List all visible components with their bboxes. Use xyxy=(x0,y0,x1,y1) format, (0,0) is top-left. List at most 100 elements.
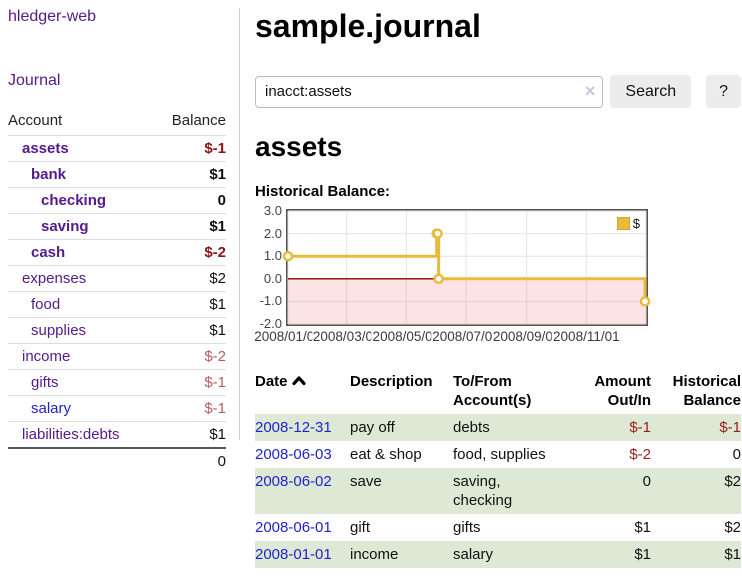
register-header-description: Description xyxy=(350,373,433,390)
accounts-total: 0 xyxy=(8,447,226,474)
account-row-salary: salary $-1 xyxy=(8,395,226,421)
chart-x-axis: 2008/01/01 2008/03/01 2008/05/01 2008/07/01… xyxy=(253,329,655,347)
legend-label: $ xyxy=(632,216,640,231)
transaction-balance: $2 xyxy=(724,473,741,490)
register-table: Date Description To/From Account(s) Amou… xyxy=(255,368,741,568)
register-header-balance: Historical Balance xyxy=(672,373,741,409)
account-link[interactable]: expenses xyxy=(22,270,87,287)
transaction-balance: $2 xyxy=(724,519,741,536)
x-axis-tick-label: 2008/03/01 xyxy=(311,329,382,344)
account-link[interactable]: salary xyxy=(31,400,72,417)
app-title-link[interactable]: hledger-web xyxy=(8,8,97,25)
transaction-date-link[interactable]: 2008-06-03 xyxy=(255,446,332,463)
account-link[interactable]: cash xyxy=(31,244,66,261)
transaction-date-link[interactable]: 2008-12-31 xyxy=(255,419,332,436)
register-header-date[interactable]: Date xyxy=(255,368,350,414)
account-link[interactable]: checking xyxy=(41,192,107,209)
chart-plot-area: $ xyxy=(282,209,651,326)
clear-search-icon[interactable]: × xyxy=(584,80,596,101)
help-button[interactable]: ? xyxy=(706,75,741,108)
account-row-supplies: supplies $1 xyxy=(8,317,226,343)
x-axis-tick-label: 2008/01/01 xyxy=(253,329,323,344)
transaction-description: income xyxy=(350,546,399,563)
y-axis-tick-label: 0.0 xyxy=(263,270,282,286)
chart-y-axis: 3.0 2.0 1.0 0.0 -1.0 -2.0 xyxy=(255,203,282,331)
register-row: 2008-12-31 pay off debts $-1 $-1 xyxy=(255,414,741,441)
account-row-expenses: expenses $2 xyxy=(8,265,226,291)
sort-ascending-icon xyxy=(291,372,306,391)
transaction-description: pay off xyxy=(350,419,395,436)
chart-title: Historical Balance: xyxy=(255,183,391,200)
transaction-balance: $1 xyxy=(724,546,741,563)
y-axis-tick-label: 3.0 xyxy=(263,203,282,218)
account-balance: $-1 xyxy=(204,400,226,417)
account-balance: $2 xyxy=(209,270,226,287)
register-row: 2008-06-02 save saving, checking 0 $2 xyxy=(255,468,741,514)
transaction-accounts: salary xyxy=(453,546,494,563)
transaction-date-link[interactable]: 2008-06-01 xyxy=(255,519,332,536)
y-axis-tick-label: 1.0 xyxy=(263,248,282,264)
x-axis-tick-label: 2008/11/01 xyxy=(552,329,621,344)
account-balance: $-1 xyxy=(204,374,226,391)
transaction-amount: $1 xyxy=(634,546,651,563)
transaction-balance: $-1 xyxy=(719,419,741,436)
account-balance: $1 xyxy=(209,296,226,313)
account-balance: $1 xyxy=(209,218,226,235)
account-row-cash: cash $-2 xyxy=(8,239,226,265)
account-heading: assets xyxy=(255,131,343,162)
account-link[interactable]: liabilities:debts xyxy=(22,426,120,443)
account-link[interactable]: gifts xyxy=(31,374,59,391)
account-row-gifts: gifts $-1 xyxy=(8,369,226,395)
transaction-date-link[interactable]: 2008-06-02 xyxy=(255,473,332,490)
register-header-row: Date Description To/From Account(s) Amou… xyxy=(255,368,741,414)
chart-canvas xyxy=(282,210,651,325)
sidebar-item-journal[interactable]: Journal xyxy=(8,72,61,89)
x-axis-tick-label: 2008/09/01 xyxy=(491,329,562,344)
accounts-header: Account Balance xyxy=(8,109,226,135)
transaction-date-link[interactable]: 2008-01-01 xyxy=(255,546,332,563)
account-link[interactable]: income xyxy=(22,348,71,365)
account-balance: $-2 xyxy=(204,348,226,365)
account-link[interactable]: supplies xyxy=(31,322,87,339)
transaction-accounts: food, supplies xyxy=(453,446,546,463)
transaction-balance: 0 xyxy=(732,446,741,463)
transaction-description: save xyxy=(350,473,382,490)
x-axis-tick-label: 2008/07/01 xyxy=(431,329,501,344)
transaction-amount: $1 xyxy=(634,519,651,536)
account-link[interactable]: food xyxy=(31,296,61,313)
x-axis-tick-label: 2008/05/01 xyxy=(371,329,442,344)
account-balance: $1 xyxy=(209,166,226,183)
account-balance: $-2 xyxy=(204,244,226,261)
account-row-liabilities-debts: liabilities:debts $1 xyxy=(8,421,226,447)
page-title: sample.journal xyxy=(255,8,481,44)
search-input[interactable] xyxy=(255,75,604,108)
sidebar: hledger-web Journal Account Balance asse… xyxy=(8,8,240,470)
accounts-tree: Account Balance assets $-1 bank $1 check… xyxy=(8,109,226,474)
account-row-checking: checking 0 xyxy=(8,187,226,213)
accounts-header-account: Account xyxy=(8,112,63,129)
register-row: 2008-06-03 eat & shop food, supplies $-2… xyxy=(255,441,741,468)
account-link[interactable]: bank xyxy=(31,166,67,183)
register-header-amount: Amount Out/In xyxy=(594,373,651,409)
y-axis-tick-label: 2.0 xyxy=(263,225,282,241)
balance-chart: 3.0 2.0 1.0 0.0 -1.0 -2.0 $ 2008/01/01 2008/03… xyxy=(253,203,655,351)
y-axis-tick-label: -2.0 xyxy=(259,316,282,331)
register-header-accounts: To/From Account(s) xyxy=(453,373,532,409)
transaction-description: gift xyxy=(350,519,371,536)
transaction-description: eat & shop xyxy=(350,446,422,463)
account-balance: $1 xyxy=(209,322,226,339)
account-link[interactable]: saving xyxy=(41,218,89,235)
account-link[interactable]: assets xyxy=(22,140,69,157)
account-row-saving: saving $1 xyxy=(8,213,226,239)
search-form: × Search ? xyxy=(255,75,741,108)
search-button[interactable]: Search xyxy=(610,75,692,108)
account-row-assets: assets $-1 xyxy=(8,135,226,161)
y-axis-tick-label: -1.0 xyxy=(259,293,282,309)
register-row: 2008-01-01 income salary $1 $1 xyxy=(255,541,741,568)
transaction-accounts: debts xyxy=(453,419,490,436)
transaction-amount: $-1 xyxy=(629,419,651,436)
account-balance: 0 xyxy=(217,192,226,209)
transaction-amount: $-2 xyxy=(629,446,651,463)
account-row-food: food $1 xyxy=(8,291,226,317)
main-content: sample.journal × Search ? assets Histori… xyxy=(240,8,742,568)
